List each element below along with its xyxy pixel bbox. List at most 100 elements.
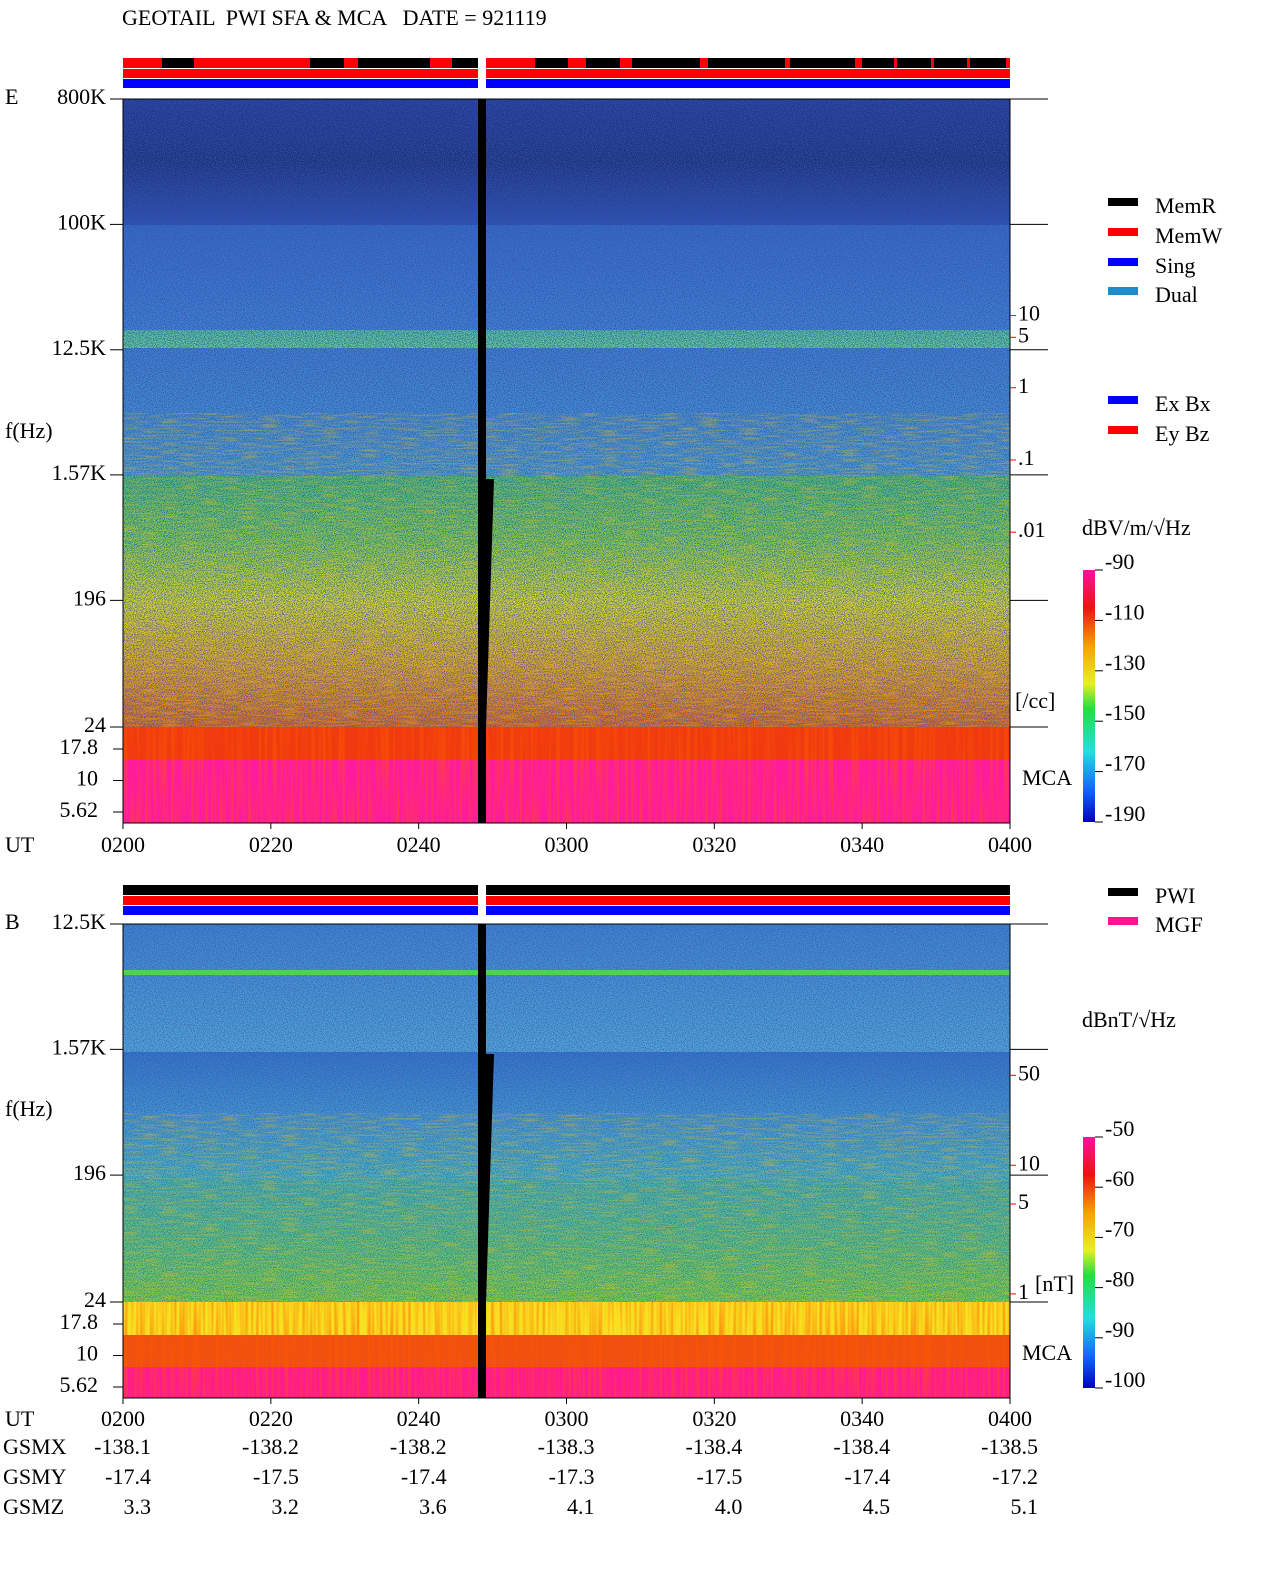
data-gap-wedge — [486, 479, 494, 727]
orbit-value: -17.2 — [992, 1464, 1038, 1489]
orbit-value: -17.4 — [844, 1464, 890, 1489]
legend-swatch — [1108, 198, 1138, 206]
emission-line — [123, 970, 1010, 975]
x-tick-label: 0240 — [397, 832, 441, 857]
colorbar-tick-label: -60 — [1105, 1166, 1134, 1191]
colorbar — [1083, 570, 1095, 822]
status-segment — [310, 58, 344, 68]
status-segment — [586, 58, 620, 68]
x-tick-label: 0300 — [545, 832, 589, 857]
status-bar — [123, 906, 1010, 915]
orbit-value: -17.5 — [697, 1464, 743, 1489]
status-gap — [478, 58, 486, 88]
y2-tick-label: 10 — [1018, 1150, 1040, 1175]
y-tick-label: 196 — [73, 1160, 106, 1185]
legend-swatch — [1108, 258, 1138, 266]
colorbar-tick-label: -70 — [1105, 1216, 1134, 1241]
orbit-value: 5.1 — [1011, 1494, 1039, 1519]
mca-tick-label: 5.62 — [60, 797, 99, 822]
mca-texture — [123, 727, 1010, 823]
status-segment — [934, 58, 967, 68]
x-tick-label: 0320 — [692, 832, 736, 857]
status-bar — [123, 79, 1010, 88]
orbit-value: 3.6 — [419, 1494, 447, 1519]
mca-tick-label: 17.8 — [60, 734, 99, 759]
status-segment — [970, 58, 1006, 68]
x-tick-label: 0400 — [988, 832, 1032, 857]
y-tick-label: 1.57K — [52, 460, 107, 485]
colorbar-tick-label: -50 — [1105, 1116, 1134, 1141]
mca-texture — [123, 1302, 1010, 1398]
y2-axis-label: [/cc] — [1015, 688, 1055, 713]
orbit-value: -17.3 — [549, 1464, 595, 1489]
orbit-value: -17.4 — [105, 1464, 151, 1489]
colorbar-tick-label: -80 — [1105, 1267, 1134, 1292]
status-segment — [897, 58, 931, 68]
colorbar-tick-label: -110 — [1105, 599, 1145, 624]
x-tick-label: 0340 — [840, 1406, 884, 1431]
status-segment — [452, 58, 478, 68]
legend-swatch — [1108, 917, 1138, 925]
colorbar-tick-label: -90 — [1105, 1317, 1134, 1342]
status-segment — [535, 58, 568, 68]
orbit-value: -138.4 — [686, 1434, 743, 1459]
x-tick-label: 0200 — [101, 1406, 145, 1431]
orbit-value: -138.3 — [538, 1434, 595, 1459]
orbit-value: 4.1 — [567, 1494, 595, 1519]
orbit-value: -138.4 — [833, 1434, 890, 1459]
orbit-value: 3.3 — [124, 1494, 152, 1519]
status-segment — [632, 58, 700, 68]
mca-tick-label: 17.8 — [60, 1309, 99, 1334]
mca-tick-label: 10 — [76, 766, 98, 791]
colorbar-tick-label: -90 — [1105, 549, 1134, 574]
status-bar — [123, 885, 1010, 895]
orbit-value: -17.4 — [401, 1464, 447, 1489]
orbit-value: 4.0 — [715, 1494, 743, 1519]
y-tick-label: 800K — [57, 84, 106, 109]
data-gap — [478, 924, 486, 1398]
y-axis-label: f(Hz) — [5, 1096, 53, 1121]
legend-label: MGF — [1155, 912, 1203, 937]
x-axis-label: UT — [5, 832, 35, 857]
y2-tick-label: 1 — [1018, 373, 1029, 398]
legend-label: Sing — [1155, 253, 1195, 278]
orbit-row-label: GSMY — [3, 1464, 67, 1489]
legend-label: MemR — [1155, 193, 1216, 218]
colorbar-tick-label: -100 — [1105, 1367, 1145, 1392]
y2-tick-label: 1 — [1018, 1279, 1029, 1304]
status-bar — [123, 896, 1010, 905]
status-segment — [358, 58, 430, 68]
y-tick-label: 100K — [57, 209, 106, 234]
y-tick-label: 12.5K — [52, 909, 107, 934]
y-tick-label: 196 — [73, 585, 106, 610]
orbit-row-label: GSMZ — [3, 1494, 64, 1519]
orbit-value: -17.5 — [253, 1464, 299, 1489]
y-tick-label: 12.5K — [52, 335, 107, 360]
mca-tick-label: 10 — [76, 1341, 98, 1366]
orbit-value: -138.2 — [390, 1434, 447, 1459]
legend-label: Ey Bz — [1155, 421, 1210, 446]
mca-tick-label: 5.62 — [60, 1372, 99, 1397]
y2-tick-label: 5 — [1018, 1189, 1029, 1214]
x-tick-label: 0300 — [545, 1406, 589, 1431]
orbit-row-label: GSMX — [3, 1434, 67, 1459]
x-tick-label: 0320 — [692, 1406, 736, 1431]
y-tick-label: 24 — [84, 712, 106, 737]
status-segment — [790, 58, 855, 68]
orbit-value: 3.2 — [271, 1494, 299, 1519]
panel-label: E — [5, 84, 18, 109]
legend-swatch — [1108, 426, 1138, 434]
orbit-value: -138.5 — [981, 1434, 1038, 1459]
legend-label: Dual — [1155, 282, 1198, 307]
panel-label: B — [5, 909, 20, 934]
mca-label: MCA — [1022, 765, 1072, 790]
y-tick-label: 1.57K — [52, 1034, 107, 1059]
status-segment — [162, 58, 194, 68]
colorbar-tick-label: -170 — [1105, 751, 1145, 776]
y2-tick-label: .01 — [1018, 517, 1046, 542]
colorbar-tick-label: -150 — [1105, 700, 1145, 725]
mca-label: MCA — [1022, 1340, 1072, 1365]
legend-swatch — [1108, 888, 1138, 896]
status-segment — [862, 58, 894, 68]
